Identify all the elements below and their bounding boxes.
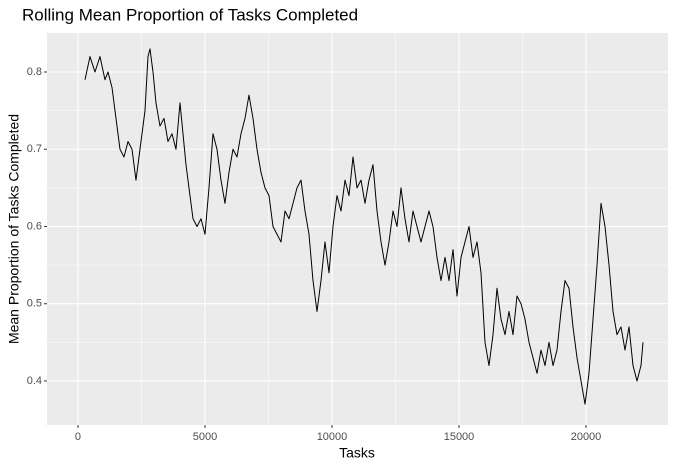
y-tick-label: 0.6 <box>27 220 42 232</box>
y-tick-label: 0.7 <box>27 143 42 155</box>
x-axis-label: Tasks <box>339 445 375 461</box>
x-tick-label: 0 <box>75 431 81 443</box>
x-tick-label: 20000 <box>571 431 602 443</box>
x-tick-label: 10000 <box>317 431 348 443</box>
data-line <box>84 48 644 405</box>
chart-title: Rolling Mean Proportion of Tasks Complet… <box>22 5 358 24</box>
y-axis-label: Mean Proportion of Tasks Completed <box>6 114 22 344</box>
y-tick-label: 0.5 <box>27 298 42 310</box>
x-tick-label: 5000 <box>193 431 217 443</box>
plot-panel <box>47 33 668 425</box>
x-tick-label: 15000 <box>444 431 475 443</box>
y-tick-label: 0.4 <box>27 375 42 387</box>
y-tick-label: 0.8 <box>27 66 42 78</box>
